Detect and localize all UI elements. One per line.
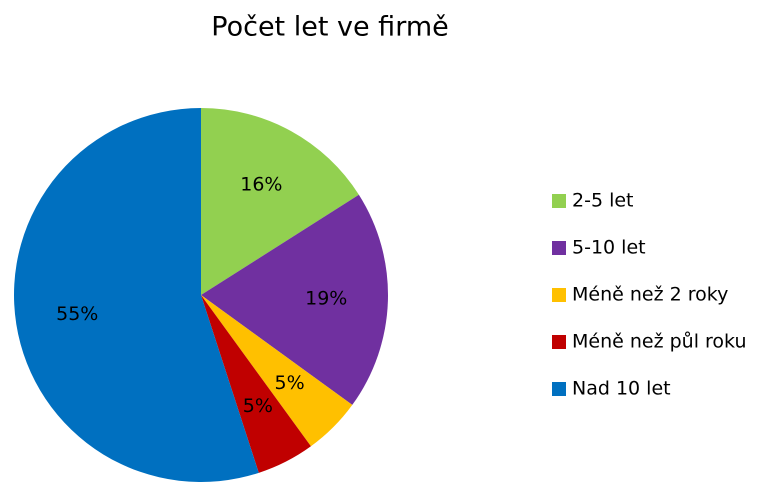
pie-slice <box>201 194 388 405</box>
pie-slice <box>201 295 311 473</box>
legend-swatch <box>552 194 566 208</box>
data-label: 5% <box>275 372 305 394</box>
pie-slice <box>201 295 353 447</box>
data-label: 16% <box>240 174 282 196</box>
legend-label: 5-10 let <box>572 237 646 259</box>
data-label: 5% <box>243 395 273 417</box>
legend-swatch <box>552 241 566 255</box>
legend-swatch <box>552 335 566 349</box>
pie-slice <box>201 108 359 295</box>
legend-swatch <box>552 382 566 396</box>
legend-label: 2-5 let <box>572 190 634 212</box>
data-label: 55% <box>56 303 98 325</box>
pie-slice <box>13 108 259 482</box>
data-label: 19% <box>305 287 347 309</box>
chart-title: Počet let ve firmě <box>211 12 448 43</box>
legend-swatch <box>552 288 566 302</box>
legend-label: Nad 10 let <box>572 378 671 400</box>
legend-label: Méně než 2 roky <box>572 284 728 306</box>
legend-label: Méně než půl roku <box>572 331 747 353</box>
